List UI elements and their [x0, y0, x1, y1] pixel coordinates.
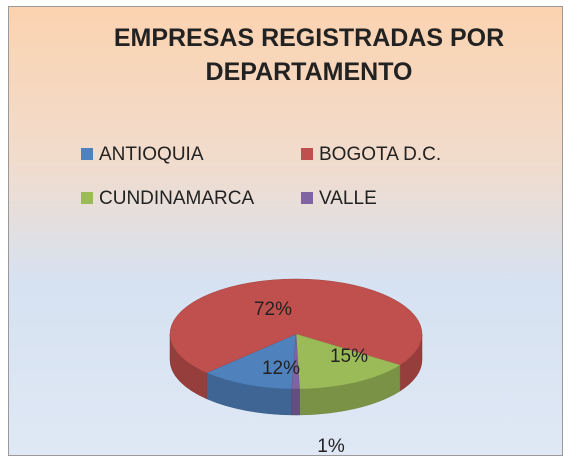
chart: ANTIOQUIA BOGOTA D.C. CUNDINAMARCA VALLE 12%…: [81, 144, 441, 455]
chart-title: EMPRESAS REGISTRADAS POR DEPARTAMENTO: [113, 24, 505, 86]
legend-swatch: [81, 148, 93, 160]
legend-swatch: [301, 148, 313, 160]
legend-swatch: [301, 192, 313, 204]
legend-label: CUNDINAMARCA: [99, 188, 255, 209]
chart-area: EMPRESAS REGISTRADAS POR DEPARTAMENTO AN…: [8, 6, 563, 456]
legend-label: ANTIOQUIA: [99, 144, 204, 165]
pie-slice: [295, 333, 401, 390]
data-label: 15%: [330, 346, 368, 367]
legend-label: VALLE: [319, 188, 377, 209]
legend-swatch: [81, 192, 93, 204]
pie-side: [291, 388, 300, 416]
pie-slice: [169, 278, 423, 374]
data-label: 12%: [262, 358, 300, 379]
data-label: 72%: [254, 299, 292, 320]
pie-slice: [205, 333, 297, 390]
pie-slice: [291, 333, 300, 390]
data-label: 1%: [317, 436, 345, 455]
legend-label: BOGOTA D.C.: [319, 144, 441, 165]
